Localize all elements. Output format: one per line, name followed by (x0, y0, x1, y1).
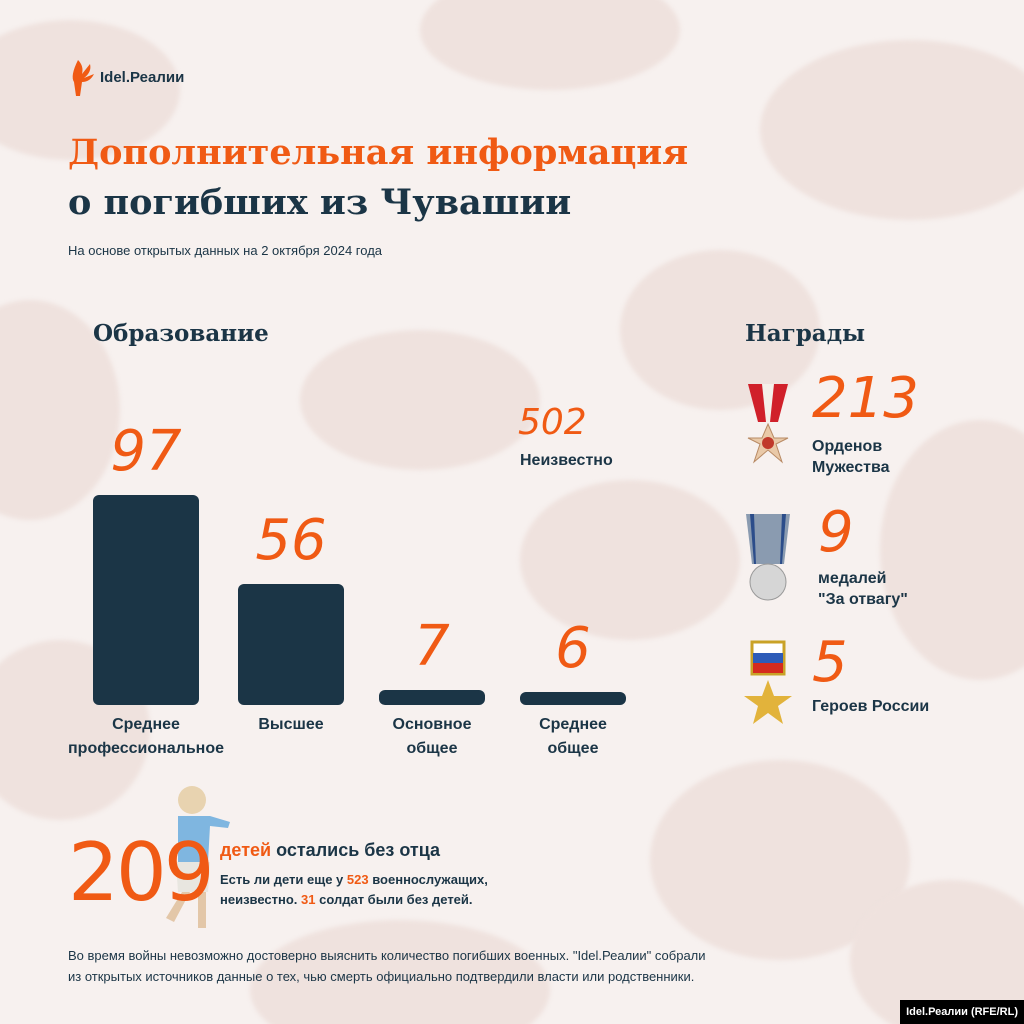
children-headline-accent: детей (220, 840, 272, 860)
category-label-line: общее (406, 740, 458, 757)
logo-text: Idel.Реалии (100, 68, 185, 86)
category-label-line: Среднее (539, 716, 607, 733)
page-title-line2: о погибших из Чувашии (68, 182, 572, 223)
category-label-line: Высшее (258, 716, 324, 733)
bar-value-label: 56 (255, 508, 327, 574)
category-label: Среднее общее (480, 713, 666, 761)
text: военнослужащих, (368, 872, 488, 887)
number: 31 (301, 892, 316, 907)
text: Есть ли дети еще у (220, 872, 347, 887)
children-count: 209 (68, 826, 215, 919)
child-photo (166, 786, 230, 928)
award-label-line: Орденов (812, 438, 883, 455)
award-label: медалей "За отвагу" (818, 568, 908, 610)
award-value: 5 (812, 630, 848, 695)
children-details: Есть ли дети еще у 523 военнослужащих, н… (220, 870, 488, 910)
bar-value-label: 97 (110, 419, 182, 485)
category-label: Высшее (198, 713, 384, 737)
children-headline-rest: остались без отца (271, 840, 441, 860)
logo: Idel.Реалии (70, 56, 184, 98)
text: солдат были без детей. (315, 892, 473, 907)
hero-star-icon (744, 640, 792, 724)
award-label-line: Мужества (812, 459, 890, 476)
unknown-value: 502 (518, 402, 587, 443)
unknown-label: Неизвестно (520, 452, 613, 469)
credit-badge: Idel.Реалии (RFE/RL) (900, 1000, 1024, 1024)
bar-value-label: 7 (414, 613, 450, 679)
category-label-line: общее (547, 740, 599, 757)
category-label-line: Основное (392, 716, 472, 733)
page-subtitle: На основе открытых данных на 2 октября 2… (68, 243, 383, 258)
children-headline: детей остались без отца (220, 840, 440, 861)
award-value: 9 (818, 500, 854, 565)
category-label: Основное общее (339, 713, 525, 761)
note-line: из открытых источников данные о тех, чью… (68, 969, 695, 984)
bar-0 (93, 495, 199, 705)
torch-logo-icon (72, 60, 94, 96)
category-label-line: Среднее (112, 716, 180, 733)
awards-title: Награды (745, 320, 866, 347)
award-label-line: "За отвагу" (818, 591, 908, 608)
medal-for-courage-icon (746, 514, 790, 601)
order-of-courage-icon (747, 384, 789, 464)
award-label-line: медалей (818, 570, 887, 587)
bar-3 (520, 692, 626, 705)
text: неизвестно. (220, 892, 302, 907)
category-label: Среднее профессиональное (53, 713, 239, 761)
category-label-line: профессиональное (68, 740, 224, 757)
education-title: Образование (93, 320, 269, 347)
bar-value-label: 6 (555, 616, 591, 681)
award-label: Героев России (812, 698, 930, 715)
award-label: Орденов Мужества (812, 436, 890, 478)
bar-1 (238, 584, 344, 705)
note-line: Во время войны невозможно достоверно выя… (68, 948, 706, 963)
award-value: 213 (812, 366, 919, 431)
page-title-line1: Дополнительная информация (68, 132, 689, 173)
methodology-note: Во время войны невозможно достоверно выя… (68, 945, 706, 987)
bar-2 (379, 689, 485, 705)
number: 523 (346, 872, 369, 887)
